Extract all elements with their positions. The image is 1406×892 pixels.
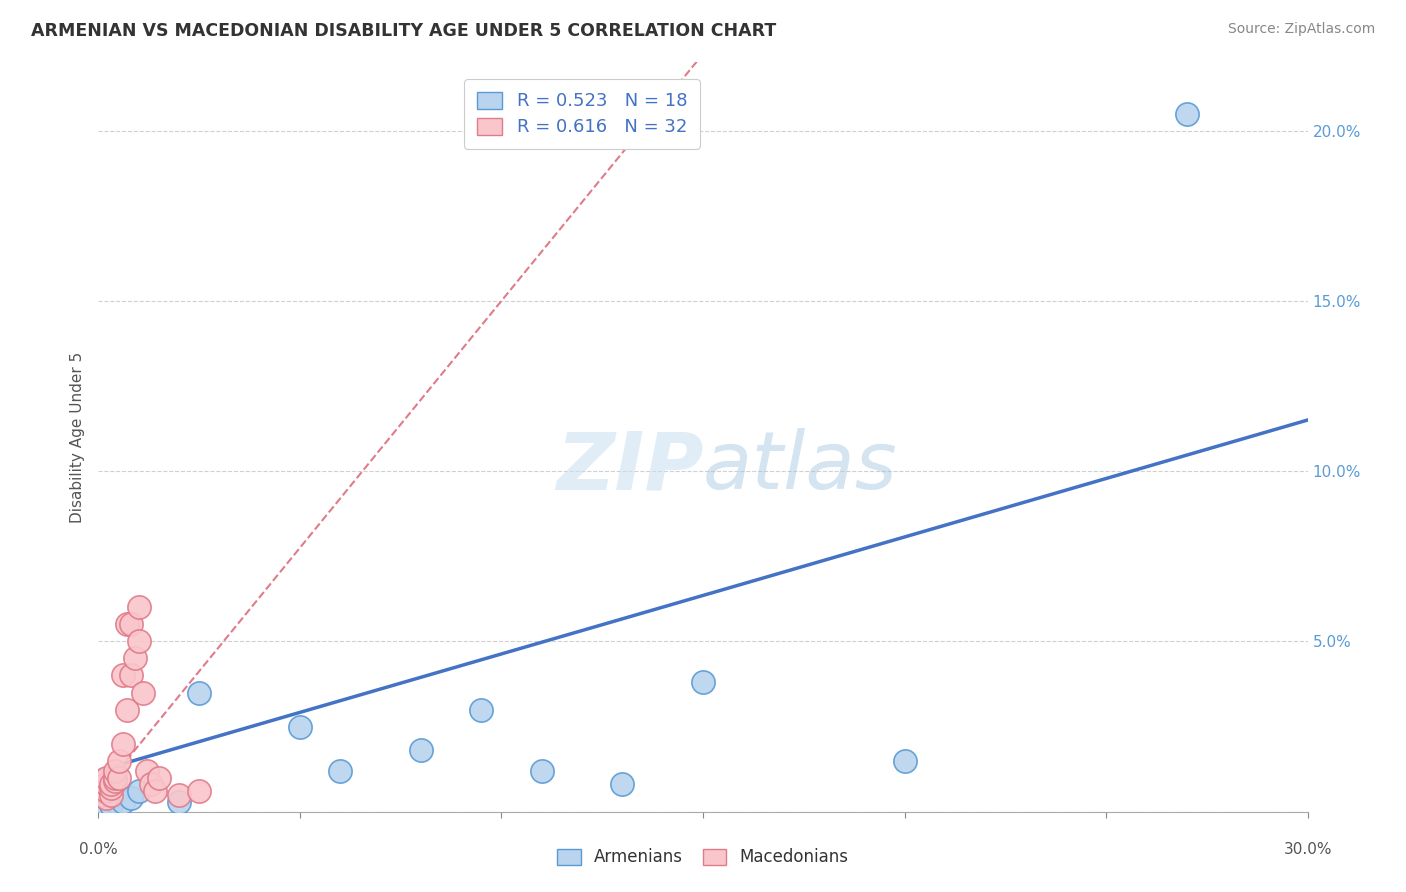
Point — [1175, 106, 1198, 120]
Point — [91, 774, 114, 789]
Point — [103, 774, 125, 789]
Point — [124, 651, 146, 665]
Text: ZIP: ZIP — [555, 428, 703, 506]
Point — [188, 685, 211, 699]
Point — [132, 685, 155, 699]
Point — [100, 777, 122, 791]
Point — [139, 777, 162, 791]
Point — [893, 754, 915, 768]
Point — [288, 720, 311, 734]
Point — [128, 600, 150, 615]
Point — [96, 777, 118, 791]
Point — [107, 771, 129, 785]
Point — [115, 702, 138, 716]
Legend: Armenians, Macedonians: Armenians, Macedonians — [551, 842, 855, 873]
Text: 30.0%: 30.0% — [1284, 842, 1331, 857]
Point — [100, 788, 122, 802]
Point — [100, 797, 122, 812]
Point — [111, 668, 134, 682]
Point — [120, 668, 142, 682]
Point — [115, 617, 138, 632]
Point — [91, 795, 114, 809]
Point — [100, 780, 122, 795]
Point — [91, 784, 114, 798]
Point — [91, 788, 114, 802]
Legend: R = 0.523   N = 18, R = 0.616   N = 32: R = 0.523 N = 18, R = 0.616 N = 32 — [464, 79, 700, 149]
Text: ARMENIAN VS MACEDONIAN DISABILITY AGE UNDER 5 CORRELATION CHART: ARMENIAN VS MACEDONIAN DISABILITY AGE UN… — [31, 22, 776, 40]
Text: 0.0%: 0.0% — [79, 842, 118, 857]
Point — [96, 784, 118, 798]
Point — [120, 617, 142, 632]
Text: atlas: atlas — [703, 428, 898, 506]
Point — [91, 780, 114, 795]
Point — [329, 764, 352, 778]
Point — [96, 791, 118, 805]
Point — [111, 737, 134, 751]
Point — [167, 795, 190, 809]
Point — [530, 764, 553, 778]
Point — [167, 788, 190, 802]
Point — [135, 764, 157, 778]
Text: Source: ZipAtlas.com: Source: ZipAtlas.com — [1227, 22, 1375, 37]
Point — [409, 743, 432, 757]
Point — [470, 702, 492, 716]
Point — [128, 784, 150, 798]
Point — [188, 784, 211, 798]
Point — [107, 754, 129, 768]
Point — [111, 795, 134, 809]
Point — [128, 634, 150, 648]
Point — [148, 771, 170, 785]
Point — [96, 771, 118, 785]
Point — [692, 675, 714, 690]
Point — [103, 788, 125, 802]
Point — [143, 784, 166, 798]
Point — [103, 764, 125, 778]
Point — [96, 791, 118, 805]
Point — [103, 771, 125, 785]
Y-axis label: Disability Age Under 5: Disability Age Under 5 — [69, 351, 84, 523]
Point — [612, 777, 634, 791]
Point — [120, 791, 142, 805]
